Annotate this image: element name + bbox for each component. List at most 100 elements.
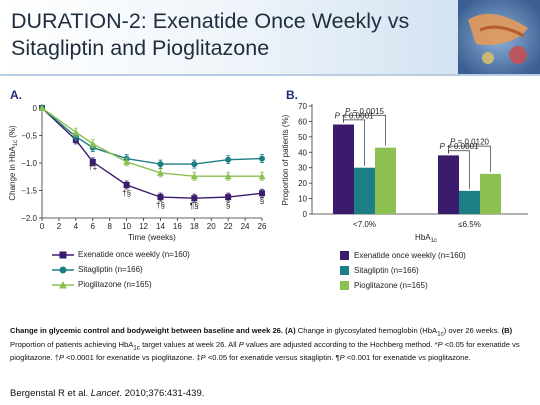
pioglitazone-point: [89, 140, 97, 147]
x-tick-label: 20: [207, 222, 216, 231]
x-tick-label: 24: [241, 222, 250, 231]
y-tick-label: 60: [298, 117, 307, 126]
y-tick-label: −1.0: [21, 159, 37, 168]
pioglitazone-point: [156, 169, 164, 176]
exenatide-bar: [438, 155, 459, 214]
legend-label: Sitagliptin (n=166): [78, 265, 143, 274]
p-value-label: P = 0.0120: [450, 138, 489, 147]
x-tick-label: 18: [190, 222, 199, 231]
y-axis-title: Proportion of patients (%): [281, 114, 290, 205]
legend-item-sitagliptin: Sitagliptin (n=166): [52, 262, 190, 277]
legend-item-exenatide: Exenatide once weekly (n=160): [340, 248, 466, 263]
exenatide-point: [191, 195, 198, 202]
y-tick-label: 30: [298, 164, 307, 173]
legend-label: Exenatide once weekly (n=160): [354, 251, 466, 260]
p-value-label: P = 0.0015: [345, 107, 384, 116]
significance-marker: †§: [156, 201, 165, 210]
slide-header: DURATION-2: Exenatide Once Weekly vs Sit…: [0, 0, 540, 74]
p-value-label: P < 0.0001: [335, 111, 374, 120]
pioglitazone-bar: [480, 173, 501, 214]
sitagliptin-bar: [354, 167, 375, 214]
x-tick-label: 16: [173, 222, 182, 231]
sitagliptin-point: [225, 156, 232, 163]
significance-marker: ¶§: [190, 202, 199, 211]
x-tick-label: 6: [91, 222, 96, 231]
pioglitazone-point: [72, 128, 80, 136]
x-tick-label: 8: [107, 222, 112, 231]
figure-caption: Change in glycemic control and bodyweigh…: [10, 326, 520, 363]
legend-label: Pioglitazone (n=165): [78, 280, 152, 289]
x-tick-label: 4: [74, 222, 79, 231]
x-tick-label: 10: [122, 222, 131, 231]
sitagliptin-bar: [459, 190, 480, 214]
exenatide-point: [157, 194, 164, 201]
square-marker-icon: [52, 251, 74, 258]
legend-item-exenatide: Exenatide once weekly (n=160): [52, 247, 190, 262]
legend-item-sitagliptin: Sitagliptin (n=166): [340, 263, 466, 278]
legend-label: Exenatide once weekly (n=160): [78, 250, 190, 259]
y-tick-label: 20: [298, 179, 307, 188]
y-tick-label: −1.5: [21, 187, 37, 196]
exenatide-swatch-icon: [340, 251, 349, 260]
category-label: ≤6.5%: [458, 220, 481, 229]
panel-b-label: B.: [286, 88, 298, 102]
category-label: <7.0%: [353, 220, 376, 229]
pioglitazone-bar: [375, 147, 396, 214]
y-tick-label: −0.5: [21, 132, 37, 141]
significance-bracket: [343, 119, 365, 166]
slide-title-line1: DURATION-2: Exenatide Once Weekly vs: [11, 9, 410, 33]
pioglitazone-point: [258, 172, 266, 180]
x-tick-label: 2: [57, 222, 62, 231]
sitagliptin-swatch-icon: [340, 266, 349, 275]
panel-a-label: A.: [10, 88, 22, 102]
y-tick-label: 50: [298, 133, 307, 142]
y-axis-title: Change in HbA1c (%): [8, 125, 19, 201]
legend-label: Pioglitazone (n=165): [354, 281, 428, 290]
slide-title: DURATION-2: Exenatide Once Weekly vs Sit…: [11, 8, 441, 62]
pioglitazone-point: [190, 172, 198, 180]
significance-marker: †§: [122, 189, 131, 198]
triangle-marker-icon: [52, 280, 74, 288]
circle-marker-icon: [52, 266, 74, 273]
x-tick-label: 12: [139, 222, 148, 231]
p-value-label: P < 0.0001: [440, 142, 479, 151]
sitagliptin-line: [41, 107, 263, 165]
pancreas-illustration-icon: [458, 0, 540, 74]
significance-bracket: [343, 114, 386, 146]
exenatide-point: [225, 194, 232, 201]
y-tick-label: −2.0: [21, 214, 37, 223]
sitagliptin-point: [191, 161, 198, 168]
header-divider: [0, 74, 540, 76]
pioglitazone-point: [224, 172, 232, 180]
pioglitazone-swatch-icon: [340, 281, 349, 290]
exenatide-point: [123, 182, 130, 188]
hba1c-line-chart: 0−0.5−1.0−1.5−2.00 2 4 6 8 10 12 14 16 18 20 22 24 26…: [8, 104, 267, 242]
x-tick-label: 0: [40, 222, 45, 231]
significance-bracket: [448, 150, 470, 189]
x-axis-title: HbA1c: [415, 233, 437, 244]
significance-marker: §: [260, 197, 264, 206]
bar-chart-legend: Exenatide once weekly (n=160) Sitaglipti…: [340, 248, 466, 293]
pioglitazone-point: [123, 158, 131, 165]
exenatide-point: [259, 190, 265, 197]
slide-title-line2: Sitagliptin and Pioglitazone: [11, 36, 270, 60]
citation: Bergenstal R et al. Lancet. 2010;376:431…: [10, 388, 205, 399]
legend-label: Sitagliptin (n=166): [354, 266, 419, 275]
exenatide-line: [41, 107, 263, 199]
significance-marker: †‡: [88, 163, 97, 172]
significance-bracket: [448, 145, 491, 172]
y-tick-label: 10: [298, 195, 307, 204]
y-tick-label: 40: [298, 148, 307, 157]
pioglitazone-point: [38, 104, 46, 111]
exenatide-point: [89, 158, 96, 165]
target-achievement-bar-chart: 0 10 20 30 40 50 60 70 Proportion of patients (%…: [281, 102, 528, 244]
legend-item-pioglitazone: Pioglitazone (n=165): [340, 278, 466, 293]
y-tick-label: 0: [33, 104, 38, 113]
legend-item-pioglitazone: Pioglitazone (n=165): [52, 277, 190, 292]
line-chart-legend: Exenatide once weekly (n=160) Sitaglipti…: [52, 247, 190, 292]
caption-bold-lead: Change in glycemic control and bodyweigh…: [10, 326, 296, 335]
x-axis-title: Time (weeks): [128, 233, 176, 242]
x-tick-label: 22: [224, 222, 233, 231]
x-tick-label: 14: [156, 222, 165, 231]
significance-marker: §: [226, 201, 230, 210]
